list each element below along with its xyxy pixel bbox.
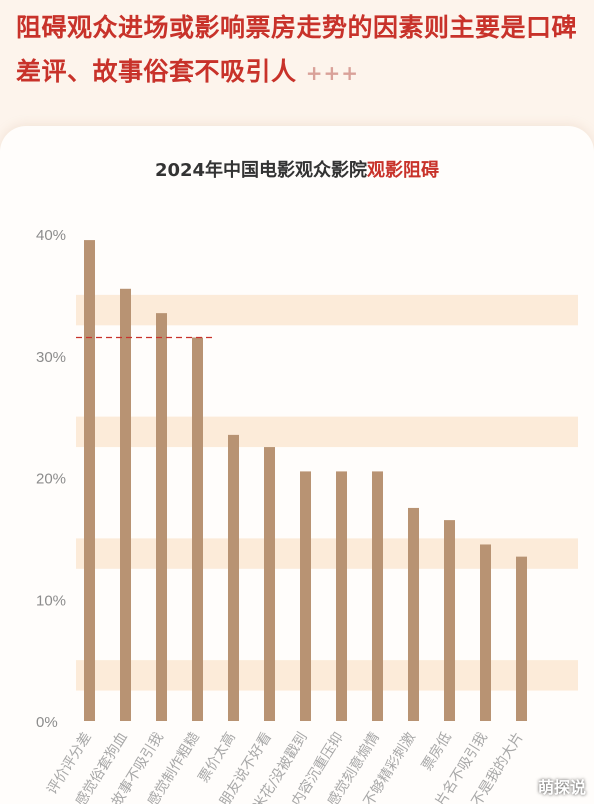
x-tick-label: 票房低 (419, 730, 455, 774)
grid-band (76, 416, 578, 448)
y-tick-label: 20% (36, 471, 66, 488)
bar (444, 520, 455, 721)
bar (336, 471, 347, 721)
bar (516, 556, 527, 721)
y-tick-label: 40% (36, 227, 66, 244)
bar (84, 240, 95, 721)
bar (480, 544, 491, 721)
bar (408, 507, 419, 721)
y-tick-label: 10% (36, 592, 66, 609)
chart-title-prefix: 2024年中国电影观众影院 (154, 160, 368, 181)
grid-band (76, 294, 578, 326)
bar (300, 471, 311, 721)
bar (372, 471, 383, 721)
chart-title: 2024年中国电影观众影院观影阻碍 (0, 156, 594, 182)
headline: 阻碍观众进场或影响票房走势的因素则主要是口碑差评、故事俗套不吸引人 +++ (16, 6, 578, 95)
chart-title-accent: 观影阻碍 (367, 160, 440, 181)
grid-band (76, 660, 578, 691)
bar (192, 337, 203, 721)
grid-band (76, 538, 578, 569)
bar (264, 447, 275, 721)
bar (120, 288, 131, 721)
sparkle-icon: +++ (305, 61, 360, 85)
bar (156, 313, 167, 721)
y-tick-label: 30% (36, 349, 66, 366)
watermark: 萌探说 (537, 778, 586, 797)
chart-card (0, 126, 594, 804)
headline-text: 阻碍观众进场或影响票房走势的因素则主要是口碑差评、故事俗套不吸引人 (16, 13, 578, 86)
bar (228, 434, 239, 721)
y-tick-label: 0% (36, 714, 58, 731)
